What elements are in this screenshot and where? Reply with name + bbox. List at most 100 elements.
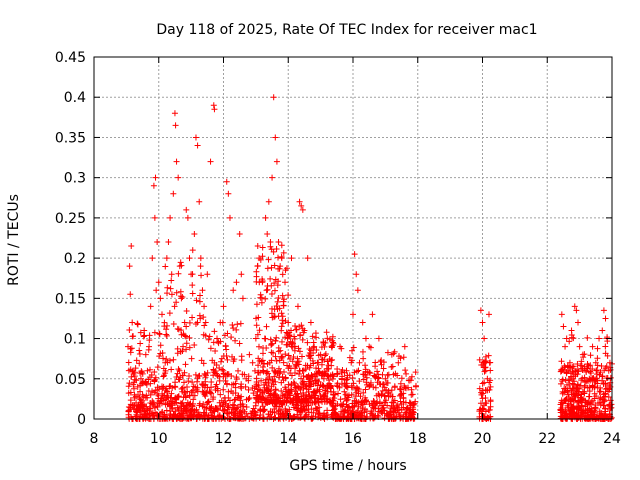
data-point xyxy=(278,255,285,262)
data-point xyxy=(272,276,279,283)
data-point xyxy=(186,334,193,341)
data-point xyxy=(150,182,157,189)
x-axis-title: GPS time / hours xyxy=(289,458,406,474)
data-point xyxy=(343,383,350,390)
data-point xyxy=(136,360,143,367)
data-point xyxy=(294,402,301,409)
data-point xyxy=(394,404,401,411)
data-point xyxy=(298,353,305,360)
data-point xyxy=(137,375,144,382)
data-point xyxy=(179,384,186,391)
data-point xyxy=(362,386,369,393)
data-point xyxy=(375,374,382,381)
data-point xyxy=(233,405,240,412)
data-point xyxy=(278,323,285,330)
data-point xyxy=(385,388,392,395)
data-point xyxy=(296,323,303,330)
data-point xyxy=(152,174,159,181)
data-point xyxy=(321,395,328,402)
data-point xyxy=(166,310,173,317)
data-point xyxy=(209,357,216,364)
data-point xyxy=(156,400,163,407)
data-point xyxy=(370,384,377,391)
data-point xyxy=(574,385,581,392)
data-point xyxy=(362,406,369,413)
data-point xyxy=(562,409,569,416)
data-point xyxy=(486,359,493,366)
data-point xyxy=(255,362,262,369)
data-point xyxy=(188,355,195,362)
data-point xyxy=(191,392,198,399)
data-point xyxy=(183,346,190,353)
data-point xyxy=(246,395,253,402)
data-point xyxy=(243,375,250,382)
data-point xyxy=(181,319,188,326)
data-point xyxy=(384,402,391,409)
data-point xyxy=(254,243,261,250)
data-point xyxy=(220,303,227,310)
data-point xyxy=(402,367,409,374)
data-point xyxy=(256,255,263,262)
data-point xyxy=(224,371,231,378)
data-point xyxy=(220,401,227,408)
data-point xyxy=(230,287,237,294)
data-point xyxy=(196,312,203,319)
data-point xyxy=(267,239,274,246)
data-point xyxy=(325,362,332,369)
data-point xyxy=(207,345,214,352)
data-point xyxy=(287,392,294,399)
data-point xyxy=(372,359,379,366)
data-point xyxy=(238,357,245,364)
y-tick-label: 0.25 xyxy=(55,211,86,227)
data-point xyxy=(170,320,177,327)
data-point xyxy=(286,333,293,340)
data-point xyxy=(587,369,594,376)
data-point xyxy=(251,411,258,418)
data-point xyxy=(286,329,293,336)
data-point xyxy=(311,388,318,395)
data-point xyxy=(265,256,272,263)
data-point xyxy=(369,311,376,318)
data-point xyxy=(350,344,357,351)
data-point xyxy=(270,314,277,321)
data-point xyxy=(174,350,181,357)
data-point xyxy=(402,399,409,406)
data-point xyxy=(597,369,604,376)
data-point xyxy=(183,323,190,330)
data-point xyxy=(297,386,304,393)
data-point xyxy=(271,287,278,294)
data-point xyxy=(348,384,355,391)
data-point xyxy=(567,408,574,415)
data-point xyxy=(253,322,260,329)
data-point xyxy=(187,410,194,417)
data-point xyxy=(222,342,229,349)
data-point xyxy=(306,378,313,385)
data-point xyxy=(561,362,568,369)
data-point xyxy=(587,376,594,383)
data-point xyxy=(275,294,282,301)
data-point xyxy=(400,354,407,361)
data-point xyxy=(321,356,328,363)
data-point xyxy=(593,367,600,374)
data-point xyxy=(479,395,486,402)
data-point xyxy=(314,359,321,366)
data-point xyxy=(302,407,309,414)
data-point xyxy=(476,356,483,363)
data-point xyxy=(322,351,329,358)
data-point xyxy=(176,263,183,270)
data-point xyxy=(268,310,275,317)
data-point xyxy=(397,386,404,393)
data-point xyxy=(150,399,157,406)
data-point xyxy=(306,353,313,360)
data-point xyxy=(337,410,344,417)
data-point xyxy=(310,388,317,395)
data-point xyxy=(403,385,410,392)
data-point xyxy=(366,343,373,350)
data-point xyxy=(477,400,484,407)
data-point xyxy=(309,357,316,364)
data-point xyxy=(263,345,270,352)
data-point xyxy=(258,294,265,301)
data-point xyxy=(390,399,397,406)
data-point xyxy=(279,398,286,405)
x-tick-label: 20 xyxy=(474,431,492,447)
